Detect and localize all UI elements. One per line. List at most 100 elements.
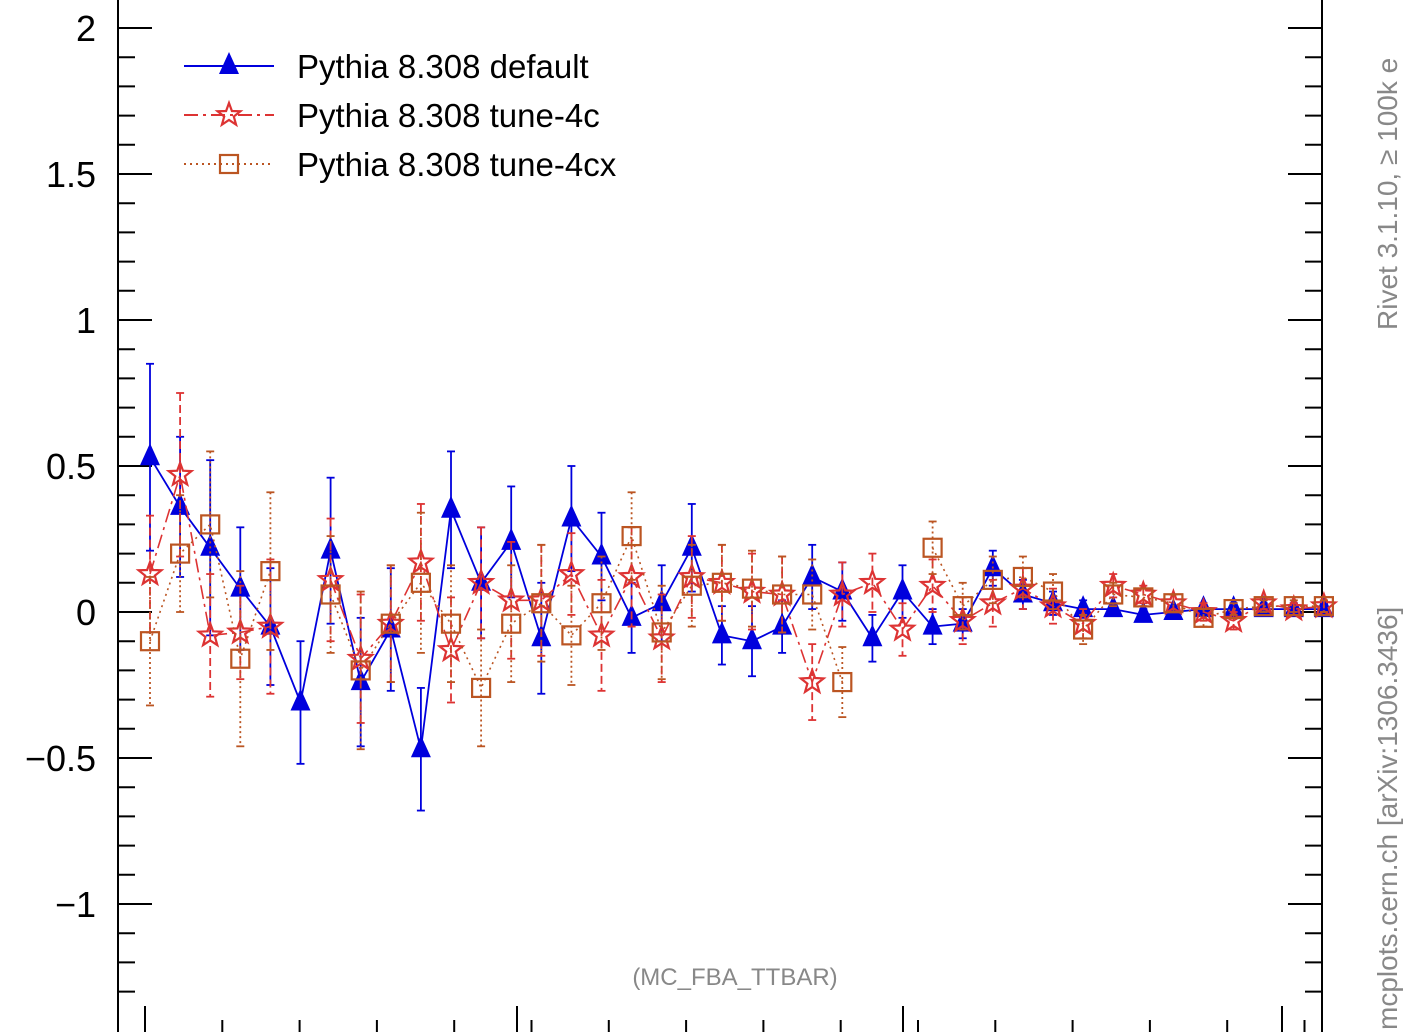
- y-tick-label: 0.5: [46, 446, 96, 487]
- square-marker: [982, 569, 1003, 590]
- square-marker: [380, 613, 401, 634]
- square-marker: [561, 625, 582, 646]
- star-marker: [857, 567, 887, 596]
- legend-label: Pythia 8.308 tune-4cx: [297, 146, 617, 183]
- star-marker: [466, 567, 496, 596]
- square-marker: [440, 613, 462, 634]
- star-marker: [918, 570, 947, 598]
- square-marker: [591, 593, 612, 614]
- square-marker: [1313, 596, 1335, 617]
- square-marker: [230, 648, 251, 669]
- square-marker: [741, 578, 763, 599]
- star-marker: [346, 643, 376, 671]
- star-marker: [406, 547, 436, 575]
- square-marker: [1223, 598, 1244, 620]
- triangle-marker: [1133, 600, 1154, 623]
- star-marker: [214, 99, 244, 128]
- square-marker: [832, 671, 853, 693]
- rivet-version-label: Rivet 3.1.10, ≥ 100k e: [1372, 58, 1403, 330]
- triangle-marker: [892, 577, 913, 600]
- square-marker: [651, 622, 672, 643]
- square-marker: [771, 584, 793, 605]
- y-tick-labels: 2 1.5 1 0.5 0 −0.5 −1: [25, 8, 96, 925]
- mcplots-reference-label: mcplots.cern.ch [arXiv:1306.3436]: [1372, 607, 1403, 1030]
- triangle-marker: [742, 627, 762, 650]
- star-marker: [827, 579, 857, 607]
- y-tick-label: 1.5: [46, 154, 96, 195]
- star-marker: [135, 558, 165, 587]
- square-marker: [200, 514, 221, 535]
- star-marker: [888, 614, 917, 642]
- triangle-marker: [802, 562, 823, 585]
- star-marker: [195, 620, 225, 648]
- y-tick-label: −0.5: [25, 738, 96, 779]
- y-tick-label: −1: [55, 884, 96, 925]
- star-marker: [165, 459, 195, 488]
- square-marker: [1253, 596, 1274, 617]
- triangle-marker: [711, 621, 732, 644]
- square-marker: [1163, 593, 1184, 614]
- y-tick-label: 1: [76, 300, 96, 341]
- y-tick-label: 2: [76, 8, 96, 49]
- triangle-marker: [591, 542, 612, 565]
- square-marker: [922, 537, 943, 558]
- square-marker: [471, 677, 492, 699]
- square-marker: [1072, 619, 1094, 640]
- plot-frame: [117, 0, 1323, 1032]
- star-marker: [436, 634, 466, 663]
- triangle-marker: [290, 688, 311, 711]
- series-layer: [135, 362, 1339, 812]
- series-line: [329, 560, 1324, 685]
- square-marker: [681, 575, 702, 596]
- square-marker: [802, 584, 823, 605]
- square-marker: [350, 660, 371, 681]
- square-marker: [952, 596, 973, 617]
- square-marker: [1283, 596, 1304, 617]
- square-marker: [1133, 587, 1154, 608]
- series-star: [135, 392, 1339, 724]
- triangle-marker: [501, 527, 522, 550]
- square-marker: [1193, 607, 1214, 628]
- square-marker: [621, 525, 642, 547]
- analysis-annotation: (MC_FBA_TTBAR): [632, 964, 837, 991]
- triangle-marker: [561, 504, 582, 527]
- square-marker: [501, 613, 522, 634]
- square-marker: [218, 153, 240, 175]
- star-marker: [587, 620, 616, 648]
- star-marker: [1098, 570, 1128, 598]
- square-marker: [531, 593, 552, 614]
- square-marker: [711, 572, 733, 593]
- triangle-marker: [140, 443, 160, 466]
- star-marker: [978, 587, 1008, 616]
- square-marker: [170, 543, 191, 564]
- legend: Pythia 8.308 default Pythia 8.308 tune-4c…: [184, 48, 617, 183]
- series-line: [149, 456, 1324, 750]
- series-line: [931, 547, 1324, 631]
- triangle-marker: [862, 624, 883, 647]
- star-marker: [617, 561, 646, 590]
- star-marker: [1038, 591, 1068, 619]
- series-open-square: [139, 450, 1335, 751]
- star-marker: [557, 558, 586, 587]
- y-tick-label: 0: [76, 592, 96, 633]
- square-marker: [320, 584, 341, 605]
- triangle-marker: [200, 533, 221, 556]
- star-marker: [255, 611, 285, 639]
- triangle-marker: [219, 52, 239, 74]
- legend-label: Pythia 8.308 default: [297, 48, 589, 85]
- star-marker: [948, 605, 978, 634]
- star-marker: [797, 666, 827, 695]
- triangle-marker: [922, 612, 943, 635]
- axis-ticks: [118, 27, 1322, 1032]
- square-marker: [1103, 584, 1124, 605]
- star-marker: [677, 561, 707, 590]
- triangle-marker: [410, 735, 431, 758]
- series-line: [149, 522, 272, 662]
- series-line: [329, 533, 844, 690]
- legend-label: Pythia 8.308 tune-4c: [297, 97, 600, 134]
- square-marker: [410, 572, 431, 593]
- triangle-marker: [441, 495, 461, 518]
- square-marker: [1012, 566, 1034, 588]
- square-marker: [260, 561, 281, 582]
